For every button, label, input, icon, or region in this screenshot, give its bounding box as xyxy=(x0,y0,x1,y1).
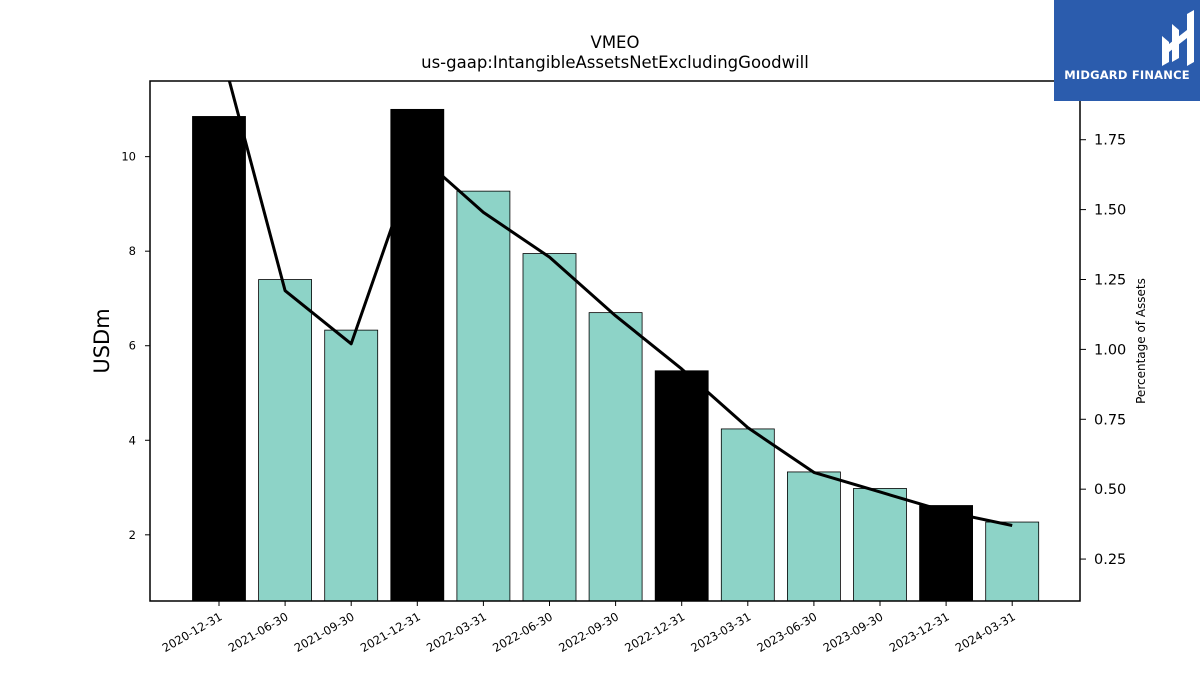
x-tick-label: 2024-03-31 xyxy=(953,609,1018,655)
bar-2024-03-31 xyxy=(985,521,1040,601)
y-tick-label: 10 xyxy=(121,150,136,164)
x-tick-label: 2022-09-30 xyxy=(556,609,621,655)
right-axis: 0.25 0.50 0.75 1.00 1.25 1.50 1.75 xyxy=(1080,133,1126,568)
bar-2023-09-30 xyxy=(853,488,907,601)
x-tick-label: 2022-12-31 xyxy=(622,609,687,655)
y2-axis-label: Percentage of Assets xyxy=(1134,278,1148,404)
bar-2022-09-30 xyxy=(588,312,643,601)
y2-tick-label: 0.50 xyxy=(1094,482,1126,498)
x-tick-label: 2023-09-30 xyxy=(821,609,886,655)
x-tick-label: 2020-12-31 xyxy=(160,609,225,655)
x-tick-label: 2022-03-31 xyxy=(424,609,489,655)
x-tick-label: 2023-06-30 xyxy=(755,609,820,655)
x-tick-label: 2023-03-31 xyxy=(688,609,753,655)
logo-mark-icon xyxy=(1162,10,1194,66)
bar-2021-09-30 xyxy=(324,329,379,601)
bar-2023-06-30 xyxy=(787,471,841,601)
y2-tick-label: 1.25 xyxy=(1094,272,1126,288)
y2-tick-label: 1.75 xyxy=(1094,133,1126,149)
bar-2021-06-30 xyxy=(258,279,313,601)
logo-text: MIDGARD FINANCE xyxy=(1064,68,1190,82)
chart-title: VMEO xyxy=(591,33,640,52)
y2-tick-label: 0.75 xyxy=(1094,412,1126,428)
bar-2023-03-31 xyxy=(720,428,775,601)
bar-2022-06-30 xyxy=(522,253,577,601)
bar-2021-12-31 xyxy=(390,108,445,601)
y-axis-label: USDm xyxy=(90,308,114,373)
y-tick-label: 8 xyxy=(129,244,136,258)
left-axis: 2 4 6 8 10 xyxy=(121,150,150,542)
y2-tick-label: 1.50 xyxy=(1094,203,1126,219)
bar-2022-12-31 xyxy=(654,370,709,601)
y2-tick-label: 1.00 xyxy=(1094,342,1126,358)
y-tick-label: 6 xyxy=(129,339,136,353)
plot-frame xyxy=(149,80,1081,602)
x-tick-label: 2023-12-31 xyxy=(887,609,952,655)
line-group xyxy=(227,81,1013,527)
x-axis: 2020-12-31 2021-06-30 2021-09-30 2021-12-31… xyxy=(160,601,1018,655)
midgard-finance-logo: MIDGARD FINANCE xyxy=(1054,0,1200,101)
x-tick-label: 2022-06-30 xyxy=(490,609,555,655)
x-tick-label: 2021-09-30 xyxy=(292,609,357,655)
bar-group xyxy=(192,108,1040,601)
y-tick-label: 2 xyxy=(129,528,136,542)
y-tick-label: 4 xyxy=(129,433,136,447)
chart-subtitle: us-gaap:IntangibleAssetsNetExcludingGood… xyxy=(421,53,809,72)
x-tick-label: 2021-06-30 xyxy=(226,609,291,655)
percentage-line xyxy=(227,81,1013,527)
bar-2023-12-31 xyxy=(919,505,973,601)
y2-tick-label: 0.25 xyxy=(1094,552,1126,568)
bar-2020-12-31 xyxy=(192,116,246,601)
bar-2022-03-31 xyxy=(456,190,511,601)
x-tick-label: 2021-12-31 xyxy=(358,609,423,655)
